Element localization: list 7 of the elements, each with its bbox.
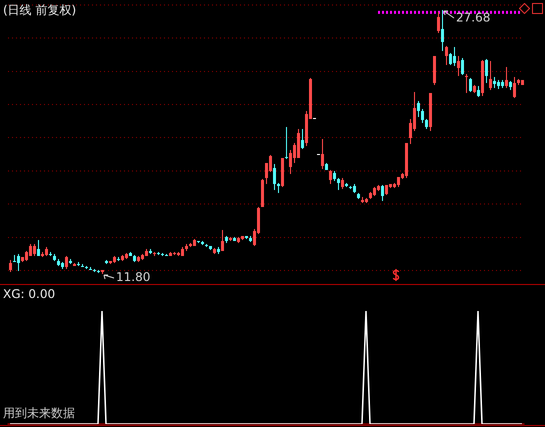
- chart-title: (日线 前复权): [3, 2, 76, 19]
- candlestick: [285, 127, 288, 159]
- annotation: 11.80: [116, 270, 150, 284]
- chart-title: XG: 0.00: [3, 287, 56, 301]
- annotation: 用到未来数据: [3, 405, 75, 422]
- candlestick: [465, 74, 468, 93]
- annotation: 27.68: [456, 10, 490, 24]
